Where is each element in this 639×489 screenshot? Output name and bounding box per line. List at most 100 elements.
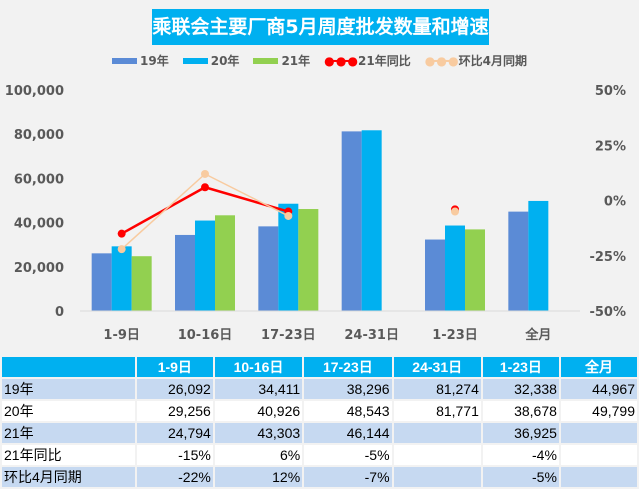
legend-21: 21年 xyxy=(253,52,310,69)
table-row: 21年同比 -15% 6% -5% -4% xyxy=(2,445,637,465)
point-yoy xyxy=(117,229,126,238)
y2-tick-label: -50% xyxy=(589,305,626,320)
table-cell xyxy=(560,423,637,443)
table-row: 环比4月同期 -22% 12% -7% -5% xyxy=(2,467,637,487)
y-tick-label: 0 xyxy=(55,305,64,320)
bar-21 xyxy=(215,215,235,311)
legend: 19年 20年 21年 ●━●━● 21年同比 ●━●━● 环比4月同期 xyxy=(0,52,639,69)
bar-21 xyxy=(298,209,319,311)
legend-swatch xyxy=(253,57,279,64)
table-header: 1-9日 xyxy=(136,357,213,377)
bar-19 xyxy=(508,211,529,311)
bar-19 xyxy=(341,131,362,311)
chart-area: 0 20,000 40,000 60,000 80,000 100,000 -50% -25%… xyxy=(5,84,626,343)
point-mom xyxy=(451,207,459,216)
legend-yoy: ●━●━● 21年同比 xyxy=(324,52,411,69)
table-cell: 38,678 xyxy=(482,401,559,421)
data-table: 1-9日 10-16日 17-23日 24-31日 1-23日 全月 19年 26,092 3… xyxy=(0,355,639,489)
table-cell: 24,794 xyxy=(136,423,213,443)
legend-19: 19年 xyxy=(112,52,169,69)
bar-19 xyxy=(175,234,195,311)
table-cell: 29,256 xyxy=(136,401,213,421)
table-header: 全月 xyxy=(560,357,637,377)
bar-20 xyxy=(195,220,215,311)
table-header: 24-31日 xyxy=(393,357,481,377)
table-cell xyxy=(393,445,481,465)
point-yoy xyxy=(201,183,209,192)
table-cell xyxy=(393,467,481,487)
y2-tick-label: 25% xyxy=(595,139,626,154)
table-cell xyxy=(393,423,481,443)
table-cell: 12% xyxy=(214,467,303,487)
y-tick-label: 80,000 xyxy=(14,128,64,143)
table-cell: 48,543 xyxy=(304,401,392,421)
bar-20 xyxy=(361,130,382,311)
y2-tick-label: 0% xyxy=(604,195,626,210)
bar-19 xyxy=(258,226,279,311)
table-cell: 36,925 xyxy=(482,423,559,443)
table-cell xyxy=(560,445,637,465)
bar-19 xyxy=(91,253,112,311)
bar-20 xyxy=(111,246,132,311)
bar-19 xyxy=(425,239,445,311)
y-tick-label: 100,000 xyxy=(5,84,64,99)
table-cell: 26,092 xyxy=(136,379,213,399)
table-cell: -7% xyxy=(304,467,392,487)
table-row: 19年 26,092 34,411 38,296 81,274 32,338 44,967 xyxy=(2,379,637,399)
table-cell: 6% xyxy=(214,445,303,465)
table-cell: 40,926 xyxy=(214,401,303,421)
legend-label: 21年 xyxy=(281,54,311,68)
legend-label: 21年同比 xyxy=(358,54,411,68)
table-cell: 34,411 xyxy=(214,379,303,399)
y-tick-label: 20,000 xyxy=(14,261,64,276)
legend-label: 20年 xyxy=(210,54,240,68)
chart-title: 乘联会主要厂商5月周度批发数量和增速 xyxy=(152,9,489,45)
table-cell: 38,296 xyxy=(304,379,392,399)
table-cell: -5% xyxy=(482,467,559,487)
legend-label: 环比4月同期 xyxy=(458,54,527,68)
table-cell: 32,338 xyxy=(482,379,559,399)
row-label: 环比4月同期 xyxy=(2,467,135,487)
table-cell xyxy=(560,467,637,487)
y2-tick-label: -25% xyxy=(589,250,626,265)
table-cell: 43,303 xyxy=(214,423,303,443)
x-tick-label: 24-31日 xyxy=(344,328,399,343)
table-cell: -4% xyxy=(482,445,559,465)
table-row: 20年 29,256 40,926 48,543 81,771 38,678 49,799 xyxy=(2,401,637,421)
point-mom xyxy=(117,245,126,254)
x-tick-label: 1-9日 xyxy=(103,328,140,343)
table-header xyxy=(2,357,135,377)
legend-label: 19年 xyxy=(140,54,169,68)
row-label: 21年同比 xyxy=(2,445,135,465)
table-cell: -15% xyxy=(136,445,213,465)
table-cell: 44,967 xyxy=(560,379,637,399)
x-tick-label: 10-16日 xyxy=(178,328,233,343)
table-cell: 49,799 xyxy=(560,401,637,421)
table-row: 21年 24,794 43,303 46,144 36,925 xyxy=(2,423,637,443)
row-label: 21年 xyxy=(2,423,135,443)
table-cell: -5% xyxy=(304,445,392,465)
row-label: 19年 xyxy=(2,379,135,399)
x-tick-label: 1-23日 xyxy=(432,328,478,343)
y-tick-label: 40,000 xyxy=(14,217,64,232)
table-header: 10-16日 xyxy=(214,357,303,377)
x-tick-label: 全月 xyxy=(524,327,551,343)
bar-20 xyxy=(528,200,549,311)
legend-line-marker: ●━●━● xyxy=(324,53,358,68)
point-mom xyxy=(201,169,209,178)
legend-swatch xyxy=(182,57,208,64)
table-cell: 81,771 xyxy=(393,401,481,421)
legend-line-marker: ●━●━● xyxy=(424,53,459,68)
bar-20 xyxy=(278,203,299,311)
legend-swatch xyxy=(112,57,138,64)
bar-20 xyxy=(445,225,465,311)
table-cell: -22% xyxy=(136,467,213,487)
bar-21 xyxy=(131,256,152,311)
table-cell: 81,274 xyxy=(393,379,481,399)
table-cell: 46,144 xyxy=(304,423,392,443)
y2-tick-label: 50% xyxy=(595,84,626,99)
legend-20: 20年 xyxy=(182,52,240,69)
x-tick-label: 17-23日 xyxy=(261,328,316,343)
y-tick-label: 60,000 xyxy=(14,172,64,187)
legend-mom: ●━●━● 环比4月同期 xyxy=(425,52,527,69)
